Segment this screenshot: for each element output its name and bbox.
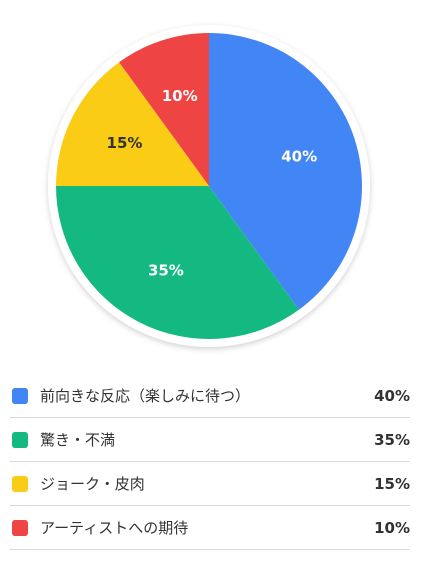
legend-label: 前向きな反応（楽しみに待つ） xyxy=(40,387,251,405)
legend-item-positive: 前向きな反応（楽しみに待つ） 40% xyxy=(10,374,410,418)
pie-slice-0 xyxy=(209,33,362,310)
chart-legend: 前向きな反応（楽しみに待つ） 40% 驚き・不満 35% ジョーク・皮肉 15%… xyxy=(10,374,410,550)
legend-swatch xyxy=(12,431,28,448)
legend-swatch xyxy=(12,519,28,536)
pie-chart-svg: 40% 35% 15% 10% xyxy=(48,25,370,347)
slice-label-2: 15% xyxy=(107,134,143,152)
slice-label-3: 10% xyxy=(162,87,198,105)
legend-label: アーティストへの期待 xyxy=(40,519,189,537)
legend-value: 40% xyxy=(374,386,410,405)
pie-slice-3 xyxy=(119,33,209,186)
legend-value: 10% xyxy=(374,518,410,537)
legend-label: 驚き・不満 xyxy=(40,431,116,449)
legend-item-joke: ジョーク・皮肉 15% xyxy=(10,462,410,506)
legend-swatch xyxy=(12,387,28,404)
pie-slice-2 xyxy=(56,62,209,187)
legend-value: 35% xyxy=(374,430,410,449)
legend-label: ジョーク・皮肉 xyxy=(40,475,145,493)
slice-label-0: 40% xyxy=(281,148,317,166)
pie-chart: 40% 35% 15% 10% xyxy=(48,25,370,347)
pie-slice-1 xyxy=(56,186,299,340)
legend-item-surprise: 驚き・不満 35% xyxy=(10,418,410,462)
legend-value: 15% xyxy=(374,474,410,493)
legend-item-artist: アーティストへの期待 10% xyxy=(10,506,410,550)
slice-label-1: 35% xyxy=(148,262,184,280)
legend-swatch xyxy=(12,475,28,492)
